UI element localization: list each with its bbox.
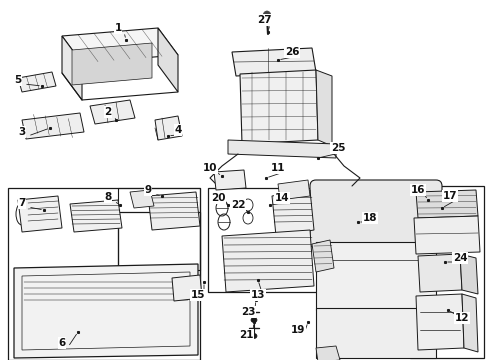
Text: 24: 24 <box>452 253 467 263</box>
Polygon shape <box>130 190 154 208</box>
Bar <box>389 320 409 348</box>
Text: 22: 22 <box>230 200 245 210</box>
Text: 18: 18 <box>362 213 376 223</box>
Ellipse shape <box>263 11 270 21</box>
Text: 27: 27 <box>256 15 271 25</box>
Text: 21: 21 <box>238 330 253 340</box>
Text: 16: 16 <box>410 185 425 195</box>
Bar <box>409 186 483 358</box>
Text: 15: 15 <box>190 290 205 300</box>
Bar <box>359 320 379 348</box>
Text: 2: 2 <box>104 107 111 117</box>
Text: 3: 3 <box>19 127 25 137</box>
Polygon shape <box>214 170 245 190</box>
Text: 4: 4 <box>174 125 182 135</box>
Polygon shape <box>155 116 182 140</box>
Text: 9: 9 <box>144 185 151 195</box>
Polygon shape <box>14 264 198 358</box>
Polygon shape <box>240 70 317 144</box>
Polygon shape <box>172 275 202 301</box>
Polygon shape <box>415 190 477 218</box>
Text: 23: 23 <box>240 307 255 317</box>
Polygon shape <box>227 140 335 158</box>
Bar <box>421 260 455 286</box>
Polygon shape <box>62 36 82 100</box>
Text: 25: 25 <box>330 143 345 153</box>
Polygon shape <box>311 240 333 272</box>
Text: 26: 26 <box>284 47 299 57</box>
Bar <box>329 320 349 348</box>
Text: 6: 6 <box>58 338 65 348</box>
Polygon shape <box>417 254 461 292</box>
Text: 17: 17 <box>442 191 456 201</box>
Bar <box>118 188 200 270</box>
Polygon shape <box>413 216 479 254</box>
Polygon shape <box>222 230 313 292</box>
Text: 5: 5 <box>14 75 21 85</box>
Polygon shape <box>315 70 331 146</box>
Text: 13: 13 <box>250 290 264 300</box>
Bar <box>118 212 200 292</box>
Polygon shape <box>415 294 463 350</box>
Text: 12: 12 <box>454 313 468 323</box>
Polygon shape <box>72 43 152 85</box>
FancyBboxPatch shape <box>309 180 441 248</box>
Polygon shape <box>278 180 309 200</box>
Polygon shape <box>231 48 315 76</box>
Polygon shape <box>90 100 135 124</box>
Polygon shape <box>62 28 178 63</box>
Polygon shape <box>18 72 56 92</box>
Polygon shape <box>18 196 62 232</box>
Text: 19: 19 <box>290 325 305 335</box>
Text: 7: 7 <box>18 198 26 208</box>
Polygon shape <box>148 192 200 230</box>
Bar <box>8 188 200 360</box>
Polygon shape <box>315 308 435 358</box>
Text: 8: 8 <box>104 192 111 202</box>
Polygon shape <box>315 242 435 310</box>
Polygon shape <box>271 190 313 236</box>
Text: 14: 14 <box>274 193 289 203</box>
Polygon shape <box>461 294 477 352</box>
Polygon shape <box>459 254 477 294</box>
Ellipse shape <box>250 318 257 323</box>
Bar <box>207 188 347 292</box>
Ellipse shape <box>250 333 257 338</box>
Polygon shape <box>22 113 84 139</box>
Polygon shape <box>70 200 122 232</box>
Text: 11: 11 <box>270 163 285 173</box>
Polygon shape <box>315 346 339 360</box>
Text: 20: 20 <box>210 193 225 203</box>
Text: 1: 1 <box>114 23 122 33</box>
Polygon shape <box>158 28 178 92</box>
Text: 10: 10 <box>203 163 217 173</box>
